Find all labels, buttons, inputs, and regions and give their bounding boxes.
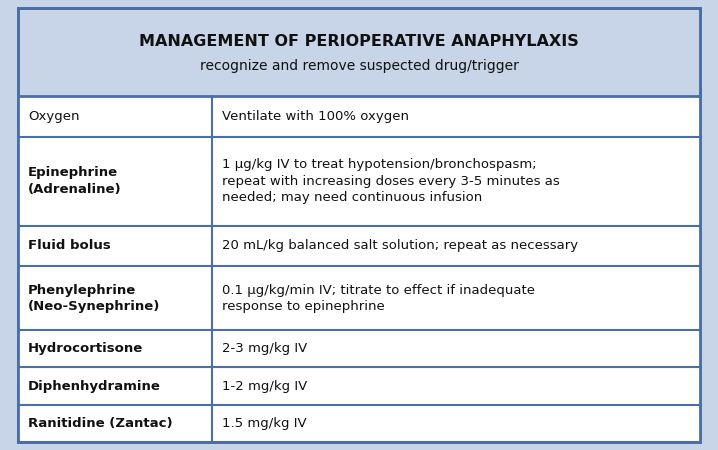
Text: 20 mL/kg balanced salt solution; repeat as necessary: 20 mL/kg balanced salt solution; repeat … bbox=[223, 239, 579, 252]
Text: 2-3 mg/kg IV: 2-3 mg/kg IV bbox=[223, 342, 307, 356]
Text: 1-2 mg/kg IV: 1-2 mg/kg IV bbox=[223, 380, 307, 392]
Text: recognize and remove suspected drug/trigger: recognize and remove suspected drug/trig… bbox=[200, 59, 518, 73]
Text: Hydrocortisone: Hydrocortisone bbox=[28, 342, 144, 356]
Bar bbox=[18, 96, 700, 442]
Text: Ventilate with 100% oxygen: Ventilate with 100% oxygen bbox=[223, 110, 409, 123]
Text: 1.5 mg/kg IV: 1.5 mg/kg IV bbox=[223, 417, 307, 430]
Text: 0.1 μg/kg/min IV; titrate to effect if inadequate
response to epinephrine: 0.1 μg/kg/min IV; titrate to effect if i… bbox=[223, 284, 536, 313]
Text: Oxygen: Oxygen bbox=[28, 110, 80, 123]
Text: 1 μg/kg IV to treat hypotension/bronchospasm;
repeat with increasing doses every: 1 μg/kg IV to treat hypotension/bronchos… bbox=[223, 158, 560, 204]
Text: Fluid bolus: Fluid bolus bbox=[28, 239, 111, 252]
Text: Diphenhydramine: Diphenhydramine bbox=[28, 380, 161, 392]
Text: MANAGEMENT OF PERIOPERATIVE ANAPHYLAXIS: MANAGEMENT OF PERIOPERATIVE ANAPHYLAXIS bbox=[139, 35, 579, 50]
Text: Ranitidine (Zantac): Ranitidine (Zantac) bbox=[28, 417, 172, 430]
Text: Epinephrine
(Adrenaline): Epinephrine (Adrenaline) bbox=[28, 166, 121, 196]
Text: Phenylephrine
(Neo-Synephrine): Phenylephrine (Neo-Synephrine) bbox=[28, 284, 160, 313]
